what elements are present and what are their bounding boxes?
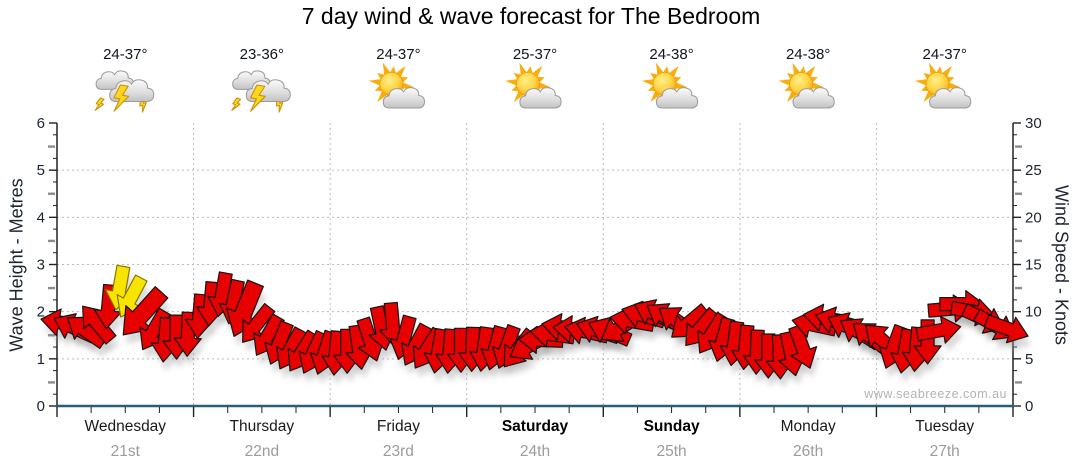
day-date-label: 22nd — [245, 443, 279, 460]
day-name-label: Thursday — [230, 418, 295, 435]
day-name-label: Wednesday — [84, 418, 166, 435]
sun-cloud-icon — [641, 62, 699, 109]
lightning-bolt — [249, 84, 266, 112]
wind-axis-tick-label: 30 — [1025, 115, 1042, 132]
wave-axis-tick-label: 1 — [37, 351, 45, 368]
wind-arrow — [915, 315, 962, 344]
lightning-bolt — [113, 84, 130, 112]
day-temperature: 23-36° — [240, 46, 284, 63]
sun-ray — [641, 79, 656, 87]
day-date-label: 21st — [111, 443, 141, 460]
lightning-bolt — [94, 97, 105, 111]
sun-ray — [505, 79, 519, 87]
wind-axis-tick-label: 25 — [1025, 162, 1042, 179]
cloud-shape — [792, 87, 835, 109]
storm-icon — [231, 70, 291, 113]
sun-ray — [914, 79, 929, 87]
wave-height-axis-title: Wave Height - Metres — [6, 178, 27, 352]
wave-axis-tick-label: 4 — [37, 209, 45, 226]
wave-axis-tick-label: 0 — [37, 398, 45, 415]
sun-cloud-icon — [778, 62, 835, 109]
sun-ray — [786, 72, 796, 81]
day-temperature: 24-38° — [786, 46, 830, 63]
day-name-label: Friday — [377, 418, 420, 435]
sun-ray — [923, 72, 933, 81]
wind-axis-tick-label: 20 — [1025, 209, 1042, 226]
wave-axis-tick-label: 3 — [37, 257, 45, 274]
sun-cloud-icon — [914, 62, 972, 109]
day-date-label: 23rd — [383, 443, 414, 460]
wind-arrow-highlight — [116, 274, 148, 318]
day-temperature: 24-37° — [923, 46, 967, 63]
page-title: 7 day wind & wave forecast for The Bedro… — [301, 3, 761, 29]
cloud-shape — [929, 87, 972, 109]
day-name-label: Monday — [781, 418, 836, 435]
wind-arrow — [913, 319, 942, 365]
day-date-label: 25th — [656, 443, 686, 460]
day-temperature: 25-37° — [513, 46, 557, 63]
wind-axis-tick-label: 10 — [1025, 304, 1042, 321]
day-date-label: 24th — [520, 443, 550, 460]
wind-arrow — [242, 302, 276, 343]
wind-arrow — [122, 286, 169, 336]
wind-axis-tick-label: 0 — [1025, 398, 1033, 415]
day-name-label: Tuesday — [915, 418, 974, 435]
cloud-shape — [655, 87, 699, 109]
wind-axis-tick-label: 5 — [1025, 351, 1033, 368]
wind-arrow — [788, 324, 818, 369]
day-temperature: 24-37° — [376, 46, 420, 63]
wind-arrow — [82, 305, 117, 345]
wind-arrow — [983, 314, 1029, 344]
day-name-label: Sunday — [644, 418, 700, 435]
day-temperature: 24-37° — [103, 46, 147, 63]
wave-axis-tick-label: 5 — [37, 162, 45, 179]
cloud-shape — [382, 87, 425, 109]
wind-speed-axis-title: Wind Speed - Knots — [1051, 184, 1072, 346]
sun-cloud-icon — [505, 62, 562, 109]
cloud-shape — [519, 87, 562, 109]
sun-ray — [377, 72, 386, 81]
sun-cloud-icon — [368, 62, 425, 109]
sun-ray — [778, 79, 792, 87]
wind-axis-tick-label: 15 — [1025, 257, 1042, 274]
day-name-label: Saturday — [502, 418, 569, 435]
day-date-label: 26th — [793, 443, 823, 460]
day-date-label: 27th — [930, 443, 960, 460]
sun-ray — [368, 79, 383, 87]
sun-ray — [513, 72, 523, 81]
wave-axis-tick-label: 6 — [37, 115, 45, 132]
storm-icon — [94, 70, 155, 113]
watermark: www.seabreeze.com.au — [864, 387, 1007, 401]
wave-axis-tick-label: 2 — [37, 304, 45, 321]
sun-ray — [650, 72, 659, 81]
lightning-bolt — [231, 97, 242, 111]
day-temperature: 24-38° — [649, 46, 693, 63]
wind-arrow-layer — [40, 264, 1029, 380]
